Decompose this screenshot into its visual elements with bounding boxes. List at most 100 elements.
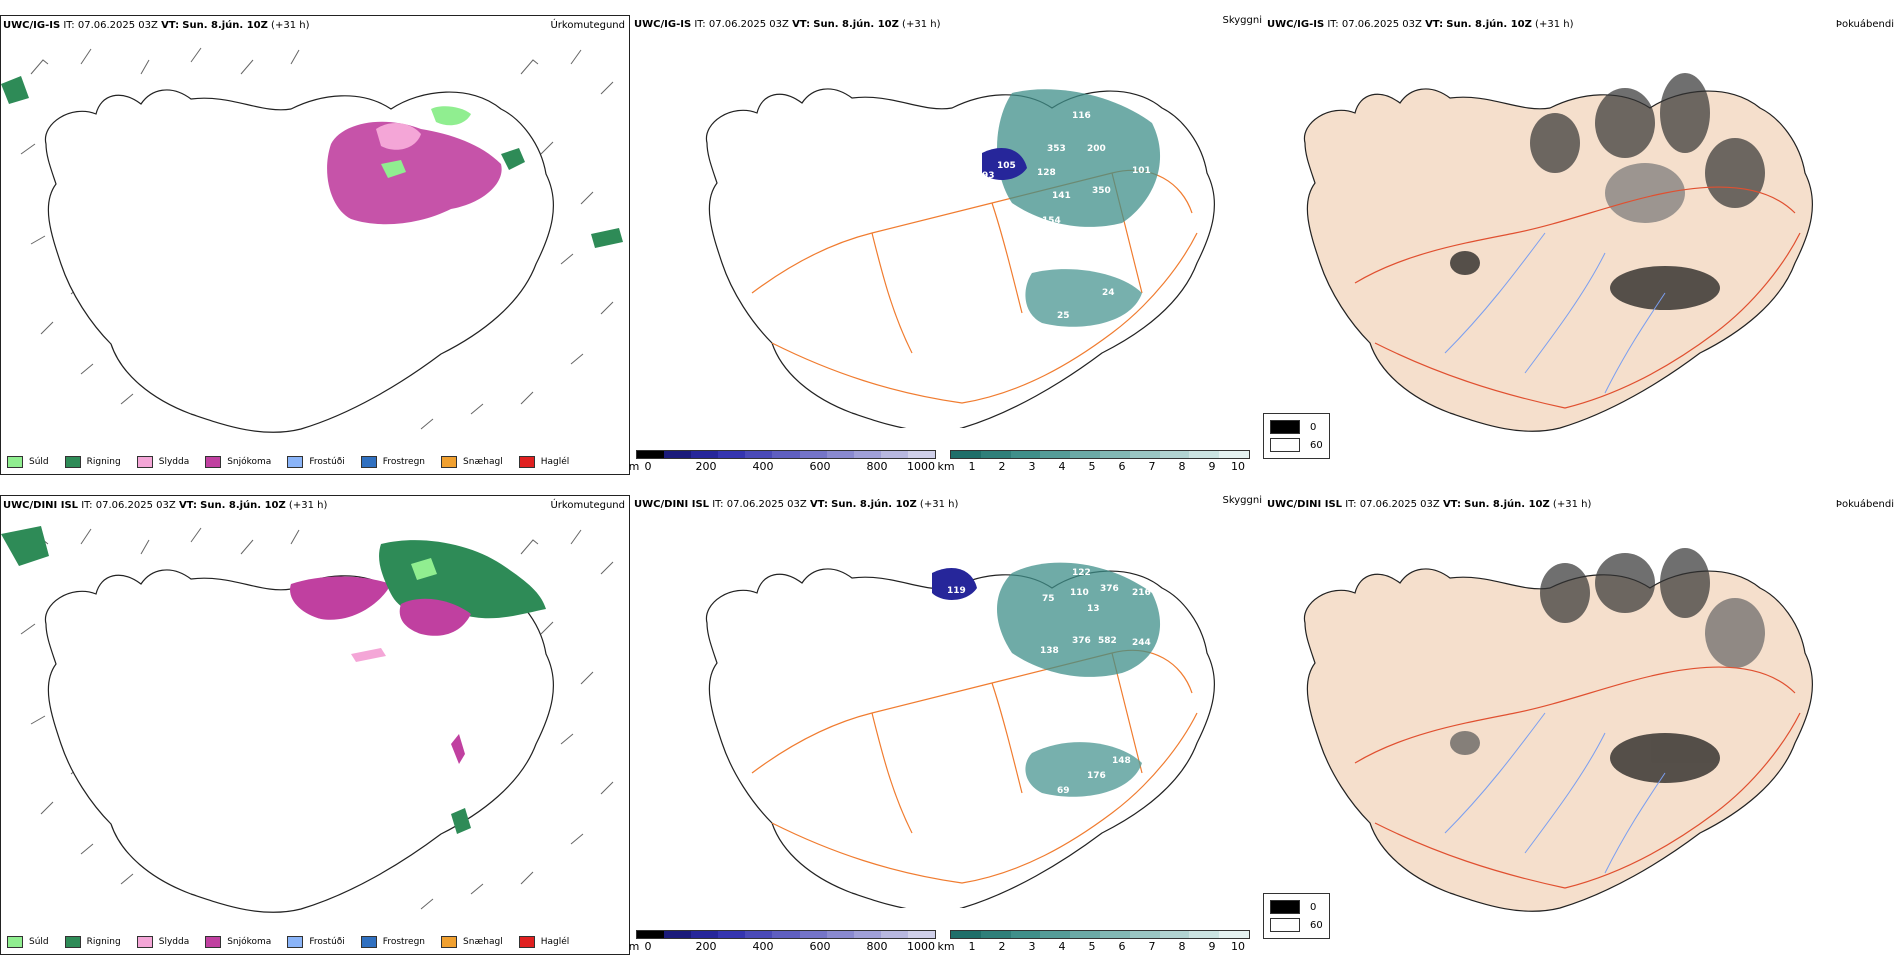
lead-time: (+31 h) (288, 500, 328, 511)
it-label: IT: (1327, 19, 1339, 30)
panel-header: UWC/DINI ISL IT: 07.06.2025 03Z VT: Sun.… (1267, 499, 1591, 510)
valid-time: Sun. 8.jún. 10Z (200, 500, 286, 511)
lead-time: (+31 h) (271, 20, 310, 31)
panel-header: UWC/DINI ISL IT: 07.06.2025 03Z VT: Sun.… (634, 499, 958, 510)
fog-swatch (1270, 420, 1300, 434)
cloud-base-label: 12 (1122, 271, 1135, 281)
precip-legend: Súld Rigning Slydda Snjókoma Frostúði Fr… (7, 456, 585, 468)
legend-item: Rigning (64, 936, 121, 948)
cbar-tick: 1000 (907, 460, 935, 473)
cloud-base-label: 110 (1070, 588, 1089, 598)
visibility-field (982, 89, 1161, 327)
legend-label: Snjókoma (227, 937, 272, 947)
cbar-tick: 3 (1028, 460, 1036, 473)
param-title: Úrkomutegund (550, 500, 625, 511)
legend-item: Súld (7, 456, 49, 468)
cloud-base-label: 75 (1042, 594, 1055, 604)
param-title: Þokuábendi (1835, 499, 1894, 510)
lead-time: (+31 h) (1535, 19, 1574, 30)
cbar-tick: 10 (1231, 940, 1245, 953)
cbar-tick: 2 (998, 940, 1006, 953)
cbar-tick: 9 (1208, 460, 1216, 473)
legend-swatch (205, 456, 222, 468)
init-time: 07.06.2025 03Z (1341, 19, 1422, 30)
cbar-tick: 400 (752, 940, 774, 953)
valid-time: Sun. 8.jún. 10Z (831, 499, 917, 510)
fog-legend-label: 0 (1310, 901, 1317, 913)
iceland-outline (44, 569, 554, 913)
legend-item: Haglél (518, 456, 569, 468)
iceland-fog-map (1303, 73, 1813, 432)
cbar-tick: 600 (809, 940, 831, 953)
fog-indicator-panel: UWC/IG-IS IT: 07.06.2025 03Z VT: Sun. 8.… (1263, 15, 1900, 475)
legend-label: Rigning (86, 457, 121, 467)
precip-legend: Súld Rigning Slydda Snjókoma Frostúði Fr… (7, 936, 585, 948)
fog-legend-label: 60 (1310, 919, 1323, 931)
it-label: IT: (81, 500, 93, 511)
legend-swatch (441, 456, 458, 468)
precip-type-panel: UWC/IG-IS IT: 07.06.2025 03Z VT: Sun. 8.… (0, 15, 630, 475)
fog-legend-label: 0 (1310, 421, 1317, 433)
cloud-base-label: 148 (1112, 756, 1131, 766)
cbar-tick: 5 (1088, 940, 1096, 953)
legend-item: Rigning (64, 456, 121, 468)
fog-legend: 0 60 (1263, 413, 1330, 459)
precip-type-panel: UWC/DINI ISL IT: 07.06.2025 03Z VT: Sun.… (0, 495, 630, 955)
cloud-base-label: 25 (1057, 311, 1070, 321)
fog-field (1450, 73, 1765, 310)
cbar-tick: 8 (1178, 460, 1186, 473)
cloud-base-label: 207 (977, 648, 996, 658)
cbar-tick: 7 (1148, 940, 1156, 953)
cloud-base-label: 138 (1040, 646, 1059, 656)
valid-time: Sun. 8.jún. 10Z (813, 19, 899, 30)
cbar-tick: 3 (1028, 940, 1036, 953)
fog-legend-label: 60 (1310, 439, 1323, 451)
cloud-base-label: 93 (982, 171, 995, 181)
fog-legend-row: 0 (1270, 898, 1323, 916)
cloud-base-label: 350 (1092, 186, 1111, 196)
cbar-tick: 200 (695, 460, 717, 473)
cbar-unit: m (628, 460, 640, 473)
model-name: UWC/DINI ISL (634, 499, 710, 510)
legend-item: Frostregn (360, 456, 425, 468)
init-time: 07.06.2025 03Z (708, 19, 789, 30)
legend-swatch (518, 456, 535, 468)
cloud-base-label: 128 (1037, 168, 1056, 178)
cloud-base-colorbar: m 0 200 400 600 800 1000 (629, 450, 936, 473)
legend-swatch (136, 936, 153, 948)
panel-header: UWC/IG-IS IT: 07.06.2025 03Z VT: Sun. 8.… (634, 19, 940, 30)
model-name: UWC/IG-IS (1267, 19, 1325, 30)
legend-item: Frostúði (287, 936, 345, 948)
legend-item: Haglél (518, 936, 570, 948)
cloud-base-label: 101 (1132, 166, 1151, 176)
cbar-segments (636, 450, 936, 459)
cbar-tick: 800 (866, 940, 888, 953)
visibility-colorbar: km 1 2 3 4 5 6 7 8 9 10 (937, 450, 1250, 473)
cbar-segments (636, 930, 936, 939)
legend-label: Frostúði (309, 937, 345, 947)
iceland-outline (44, 89, 554, 433)
cbar-tick: 2 (998, 460, 1006, 473)
fog-field (1450, 548, 1765, 783)
init-time: 07.06.2025 03Z (95, 500, 176, 511)
legend-label: Haglél (540, 937, 570, 947)
legend-swatch (518, 936, 535, 948)
legend-label: Súld (29, 457, 49, 467)
valid-time: Sun. 8.jún. 10Z (182, 20, 268, 31)
cloud-base-label: 244 (1132, 638, 1151, 648)
cloud-base-label: 176 (1087, 771, 1106, 781)
lead-time: (+31 h) (919, 499, 959, 510)
cloud-base-label: 200 (1087, 144, 1106, 154)
legend-label: Snjókoma (227, 457, 272, 467)
legend-label: Rigning (86, 937, 121, 947)
cbar-tick: 0 (644, 460, 652, 473)
legend-item: Frostregn (360, 936, 425, 948)
legend-item: Snæhagl (441, 456, 503, 468)
vt-label: VT: (792, 19, 811, 30)
param-title: Úrkomutegund (550, 20, 625, 31)
cbar-tick: 6 (1118, 940, 1126, 953)
it-label: IT: (63, 20, 75, 31)
cloud-base-label: 376 (1100, 584, 1119, 594)
cloud-base-label: 141 (1052, 191, 1071, 201)
legend-swatch (360, 936, 377, 948)
